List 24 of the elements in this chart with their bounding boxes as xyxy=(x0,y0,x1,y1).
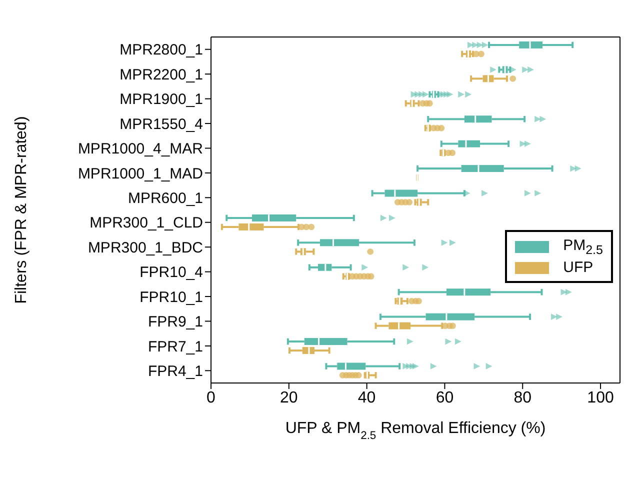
y-tick-label: MPR300_1_BDC xyxy=(88,239,204,256)
y-tick-label: MPR600_1 xyxy=(128,190,203,207)
y-tick-label: MPR1550_4 xyxy=(120,116,203,133)
y-tick-label: MPR300_1_CLD xyxy=(90,214,204,232)
y-tick-label: FPR10_4 xyxy=(140,264,203,282)
x-tick-label: 100 xyxy=(587,389,614,406)
y-tick-label: FPR10_1 xyxy=(140,288,203,306)
x-tick-label: 40 xyxy=(358,389,376,406)
y-tick-label: MPR1000_1_MAD xyxy=(78,165,204,182)
legend-label: PM$_{2.5}$ xyxy=(563,237,603,257)
y-axis-title: Filters (FPR & MPR-rated) xyxy=(13,116,30,304)
y-tick-label: MPR1900_1 xyxy=(120,91,203,108)
y-tick-label: FPR7_1 xyxy=(148,338,203,356)
x-tick-label: 80 xyxy=(514,389,532,406)
y-tick-label: MPR2200_1 xyxy=(120,66,203,84)
y-tick-label: FPR4_1 xyxy=(148,362,203,380)
y-tick-label: MPR2800_1 xyxy=(120,42,203,59)
legend-label: UFP xyxy=(563,259,594,276)
x-tick-label: 60 xyxy=(436,389,454,406)
y-tick-label: FPR9_1 xyxy=(148,314,203,331)
x-axis-title: UFP & PM$_{2.5}$ Removal Efficiency (%) xyxy=(285,420,546,442)
y-tick-label: MPR1000_4_MAR xyxy=(78,140,204,158)
x-tick-label: 0 xyxy=(206,389,216,406)
x-tick-label: 20 xyxy=(280,389,298,406)
